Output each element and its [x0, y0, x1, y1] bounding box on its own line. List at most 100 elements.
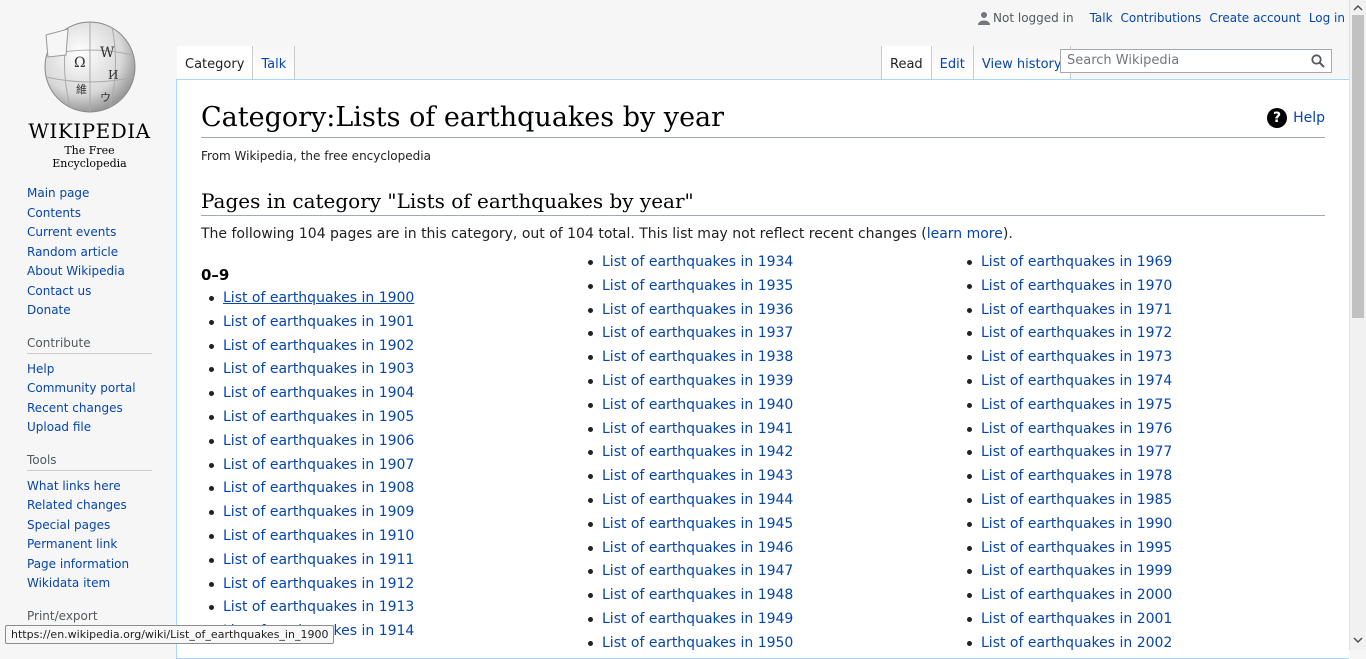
category-page-link[interactable]: List of earthquakes in 2000: [981, 587, 1173, 604]
help-link[interactable]: ? Help: [1267, 108, 1325, 128]
list-item: List of earthquakes in 1904: [201, 383, 414, 407]
category-page-link[interactable]: List of earthquakes in 1939: [602, 372, 794, 389]
category-page-link[interactable]: List of earthquakes in 1911: [223, 551, 415, 568]
category-page-link[interactable]: List of earthquakes in 1976: [981, 420, 1173, 437]
search-placeholder: Search Wikipedia: [1067, 53, 1180, 68]
category-page-link[interactable]: List of earthquakes in 1942: [602, 444, 794, 461]
learn-more-link[interactable]: learn more: [926, 226, 1003, 242]
sidebar-item-recent-changes[interactable]: Recent changes: [27, 400, 123, 415]
sidebar-item-upload-file[interactable]: Upload file: [27, 420, 92, 434]
list-item: List of earthquakes in 1990: [959, 514, 1172, 538]
tab-talk-label[interactable]: Talk: [261, 57, 287, 72]
category-page-link[interactable]: List of earthquakes in 1937: [602, 325, 794, 342]
log-in-link[interactable]: Log in: [1308, 11, 1345, 25]
sidebar-item-what-links-here[interactable]: What links here: [27, 478, 121, 493]
category-page-link[interactable]: List of earthquakes in 1903: [223, 361, 415, 378]
category-page-link[interactable]: List of earthquakes in 1908: [223, 480, 415, 497]
category-page-link[interactable]: List of earthquakes in 1900: [223, 290, 415, 306]
category-page-link[interactable]: List of earthquakes in 2002: [981, 634, 1173, 651]
tab-category[interactable]: Category: [177, 46, 254, 80]
category-page-link[interactable]: List of earthquakes in 1907: [223, 456, 415, 473]
category-page-link[interactable]: List of earthquakes in 1995: [981, 539, 1173, 556]
list-item: List of earthquakes in 1906: [201, 431, 414, 455]
sidebar-item-permanent-link[interactable]: Permanent link: [27, 537, 118, 551]
category-column-2: List of earthquakes in 1934 List of earth…: [580, 252, 793, 657]
category-page-link[interactable]: List of earthquakes in 1973: [981, 349, 1173, 366]
create-account-link[interactable]: Create account: [1209, 11, 1301, 25]
category-page-link[interactable]: List of earthquakes in 1990: [981, 515, 1173, 532]
scroll-down-icon[interactable]: [1352, 634, 1364, 646]
sidebar-item-wikidata-item[interactable]: Wikidata item: [27, 576, 111, 590]
tab-talk[interactable]: Talk: [253, 46, 296, 80]
sidebar-item-main-page[interactable]: Main page: [27, 186, 90, 200]
page-scrollbar[interactable]: [1349, 0, 1366, 650]
sidebar-item-page-information[interactable]: Page information: [27, 556, 130, 571]
list-item: List of earthquakes in 1909: [201, 502, 414, 526]
category-page-link[interactable]: List of earthquakes in 1970: [981, 277, 1173, 294]
tab-edit[interactable]: Edit: [931, 46, 974, 80]
scroll-thumb[interactable]: [1352, 15, 1364, 318]
list-item: List of earthquakes in 2000: [959, 585, 1172, 609]
category-page-link[interactable]: List of earthquakes in 1945: [602, 515, 794, 532]
category-page-link[interactable]: List of earthquakes in 1905: [223, 408, 415, 425]
sidebar-item-donate[interactable]: Donate: [27, 303, 71, 317]
category-page-link[interactable]: List of earthquakes in 1977: [981, 444, 1173, 461]
category-page-link[interactable]: List of earthquakes in 1978: [981, 468, 1173, 485]
category-page-link[interactable]: List of earthquakes in 1934: [602, 254, 794, 270]
sidebar-item-current-events[interactable]: Current events: [27, 225, 117, 239]
category-page-link[interactable]: List of earthquakes in 1906: [223, 432, 415, 449]
wikipedia-logo[interactable]: Ω W И 維 ウ Wikipedia The Free Encyclopedi…: [27, 15, 152, 170]
category-page-link[interactable]: List of earthquakes in 1975: [981, 396, 1173, 413]
category-page-link[interactable]: List of earthquakes in 1912: [223, 575, 415, 592]
sidebar-item-community-portal[interactable]: Community portal: [27, 381, 136, 395]
contributions-link[interactable]: Contributions: [1120, 11, 1202, 25]
tab-edit-label[interactable]: Edit: [939, 57, 965, 72]
talk-link[interactable]: Talk: [1089, 11, 1113, 25]
print-export-heading[interactable]: Print/export: [27, 609, 152, 627]
sidebar-item-contact[interactable]: Contact us: [27, 283, 92, 298]
search-icon[interactable]: [1311, 54, 1325, 68]
scroll-up-icon[interactable]: [1352, 3, 1364, 13]
tab-view-history-label[interactable]: View history: [981, 57, 1062, 72]
category-page-link[interactable]: List of earthquakes in 1949: [602, 610, 794, 627]
sidebar-item-related-changes[interactable]: Related changes: [27, 498, 127, 512]
tab-view-history[interactable]: View history: [973, 46, 1071, 80]
sidebar-item-special-pages[interactable]: Special pages: [27, 517, 111, 532]
category-page-link[interactable]: List of earthquakes in 1904: [223, 385, 415, 402]
category-page-link[interactable]: List of earthquakes in 1943: [602, 468, 794, 485]
list-item: List of earthquakes in 1910: [201, 526, 414, 550]
category-page-link[interactable]: List of earthquakes in 1972: [981, 325, 1173, 342]
sidebar-item-contents[interactable]: Contents: [27, 205, 81, 220]
search-input[interactable]: Search Wikipedia: [1060, 49, 1332, 73]
sidebar-item-help[interactable]: Help: [27, 361, 55, 376]
tab-read[interactable]: Read: [881, 46, 932, 80]
category-page-link[interactable]: List of earthquakes in 1946: [602, 539, 794, 556]
category-page-link[interactable]: List of earthquakes in 1947: [602, 563, 794, 580]
category-page-link[interactable]: List of earthquakes in 1901: [223, 313, 415, 330]
category-page-link[interactable]: List of earthquakes in 1950: [602, 634, 794, 651]
category-page-link[interactable]: List of earthquakes in 1999: [981, 563, 1173, 580]
category-page-link[interactable]: List of earthquakes in 1971: [981, 301, 1173, 318]
category-page-link[interactable]: List of earthquakes in 1909: [223, 504, 415, 521]
category-page-link[interactable]: List of earthquakes in 1913: [223, 599, 415, 616]
category-page-link[interactable]: List of earthquakes in 1938: [602, 349, 794, 366]
category-page-link[interactable]: List of earthquakes in 1940: [602, 396, 794, 413]
category-page-link[interactable]: List of earthquakes in 1902: [223, 337, 415, 354]
category-page-link[interactable]: List of earthquakes in 1941: [602, 420, 794, 437]
category-page-link[interactable]: List of earthquakes in 1935: [602, 277, 794, 294]
category-page-link[interactable]: List of earthquakes in 1910: [223, 527, 415, 544]
tools-portal: Tools What links here Related changes Sp…: [27, 453, 152, 595]
sidebar-item-random-article[interactable]: Random article: [27, 244, 119, 259]
category-page-link[interactable]: List of earthquakes in 1948: [602, 587, 794, 604]
sidebar-item-about[interactable]: About Wikipedia: [27, 264, 125, 278]
category-page-link[interactable]: List of earthquakes in 1985: [981, 491, 1173, 508]
link-status-url: https://en.wikipedia.org/wiki/List_of_ea…: [5, 625, 335, 644]
category-page-link[interactable]: List of earthquakes in 2001: [981, 610, 1173, 627]
category-column-3: List of earthquakes in 1969 List of earth…: [959, 252, 1172, 657]
category-page-link[interactable]: List of earthquakes in 1936: [602, 301, 794, 318]
page-title: Category:Lists of earthquakes by year: [201, 102, 725, 133]
category-page-link[interactable]: List of earthquakes in 1969: [981, 254, 1173, 270]
category-page-link[interactable]: List of earthquakes in 1974: [981, 372, 1173, 389]
category-page-link[interactable]: List of earthquakes in 1944: [602, 491, 794, 508]
help-label[interactable]: Help: [1293, 110, 1325, 126]
